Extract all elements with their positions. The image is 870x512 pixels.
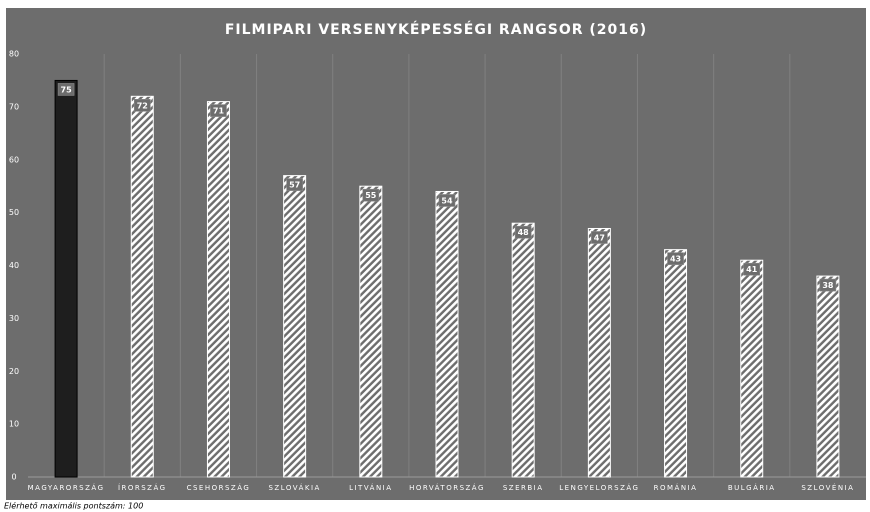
x-tick-label: MAGYARORSZÁG (28, 483, 105, 492)
y-tick-label: 50 (9, 208, 19, 217)
bar (816, 275, 840, 478)
x-tick-label: SZLOVÁKIA (268, 483, 320, 492)
bar (283, 175, 307, 478)
value-label: 72 (137, 101, 148, 110)
value-label-box (438, 194, 456, 207)
value-label-box (210, 104, 227, 117)
y-tick-label: 70 (9, 102, 19, 111)
bar (511, 222, 535, 478)
value-label-box (591, 231, 608, 244)
bar (206, 101, 230, 478)
value-label-box (286, 178, 303, 191)
value-label: 75 (61, 85, 73, 94)
bar (664, 249, 688, 478)
chart-title: FILMIPARI VERSENYKÉPESSÉGI RANGSOR (2016… (225, 21, 647, 38)
value-label-box (514, 225, 532, 239)
value-label: 48 (518, 228, 530, 237)
bar (54, 79, 78, 478)
value-label-box (133, 99, 151, 112)
bar (740, 259, 764, 478)
value-label-box (819, 278, 837, 292)
value-label: 55 (365, 191, 377, 200)
value-label-box (57, 83, 75, 96)
value-label-box (362, 188, 380, 202)
footnote: Elérhető maximális pontszám: 100 (4, 501, 143, 511)
x-tick-label: LITVÁNIA (349, 483, 392, 492)
y-tick-label: 0 (11, 473, 16, 482)
y-tick-label: 10 (9, 420, 19, 429)
x-tick-label: HORVÁTORSZÁG (409, 483, 485, 492)
x-tick-label: SZERBIA (503, 484, 544, 492)
x-tick-label: CSEHORSZÁG (187, 483, 251, 492)
bar (435, 190, 459, 478)
x-tick-label: ROMÁNIA (654, 483, 698, 492)
y-tick-label: 20 (9, 367, 19, 376)
x-tick-label: SZLOVÉNIA (801, 483, 854, 492)
x-tick-label: ÍRORSZÁG (118, 483, 167, 492)
y-tick-label: 80 (9, 50, 19, 59)
value-label-box (743, 262, 761, 276)
y-tick-label: 60 (9, 155, 19, 164)
value-label: 38 (822, 281, 834, 290)
value-label: 57 (289, 181, 300, 190)
value-label: 41 (746, 265, 758, 274)
bar (587, 227, 611, 478)
x-tick-label: BULGÁRIA (728, 483, 776, 492)
value-label: 47 (594, 233, 605, 242)
bar (130, 95, 154, 478)
value-label: 71 (213, 107, 225, 116)
y-tick-label: 30 (9, 314, 19, 323)
value-label: 43 (670, 255, 681, 264)
x-tick-label: LENGYELORSZÁG (559, 483, 639, 492)
value-label-box (667, 252, 684, 265)
y-tick-label: 40 (9, 261, 19, 270)
value-label: 54 (441, 196, 453, 205)
bar (359, 185, 383, 478)
